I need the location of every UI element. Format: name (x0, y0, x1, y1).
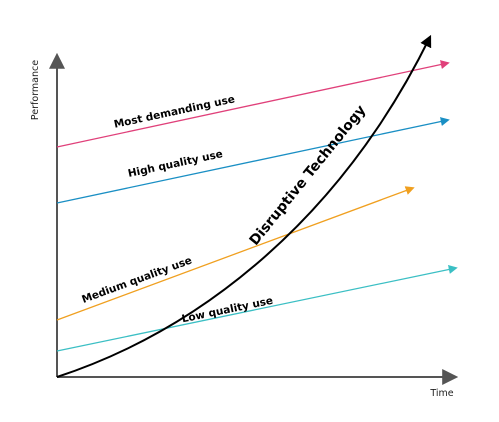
line-label: High quality use (127, 148, 224, 180)
trend-line (56, 60, 450, 148)
line-label: Medium quality use (80, 254, 193, 305)
y-axis-label: Performance (30, 60, 41, 120)
trend-line (56, 186, 415, 321)
trend-line (56, 265, 458, 352)
disruptive-curve (56, 34, 432, 378)
x-axis-label: Time (429, 388, 453, 399)
trend-line (56, 117, 450, 204)
